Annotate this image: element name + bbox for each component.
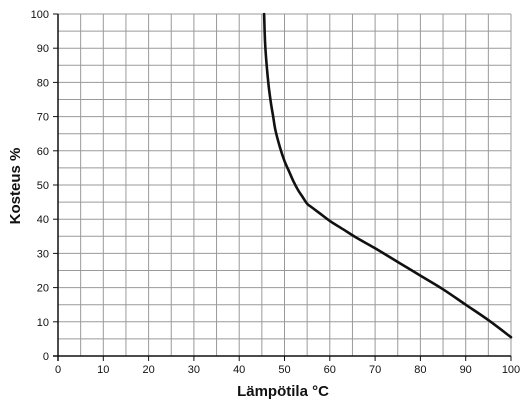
x-tick-label: 10 (97, 364, 109, 376)
x-tick-label: 100 (502, 364, 520, 376)
y-tick-label: 80 (37, 77, 49, 89)
x-tick-label: 20 (142, 364, 154, 376)
axes (53, 13, 512, 361)
tick-labels: 0 10 20 30 40 50 60 70 80 90 100 0 10 20 30 40 50 60 70 80 9… (31, 9, 521, 376)
x-tick-label: 0 (55, 364, 61, 376)
y-tick-label: 0 (43, 351, 49, 363)
x-tick-label: 90 (460, 364, 472, 376)
y-tick-label: 70 (37, 112, 49, 124)
x-tick-label: 80 (414, 364, 426, 376)
x-axis-title: Lämpötila °C (237, 383, 329, 400)
plot-series (262, 12, 513, 339)
y-tick-label: 30 (37, 248, 49, 260)
y-tick-label: 60 (37, 146, 49, 158)
y-axis-title: Kosteus % (7, 148, 24, 225)
x-tick-label: 70 (369, 364, 381, 376)
x-tick-label: 50 (278, 364, 290, 376)
y-tick-label: 90 (37, 43, 49, 55)
y-tick-label: 10 (37, 317, 49, 329)
y-tick-label: 50 (37, 180, 49, 192)
series-line (262, 12, 513, 339)
grid (57, 13, 512, 357)
x-tick-label: 30 (188, 364, 200, 376)
x-tick-label: 60 (324, 364, 336, 376)
x-tick-label: 40 (233, 364, 245, 376)
y-tick-label: 20 (37, 283, 49, 295)
y-tick-label: 100 (31, 9, 49, 21)
y-tick-label: 40 (37, 214, 49, 226)
